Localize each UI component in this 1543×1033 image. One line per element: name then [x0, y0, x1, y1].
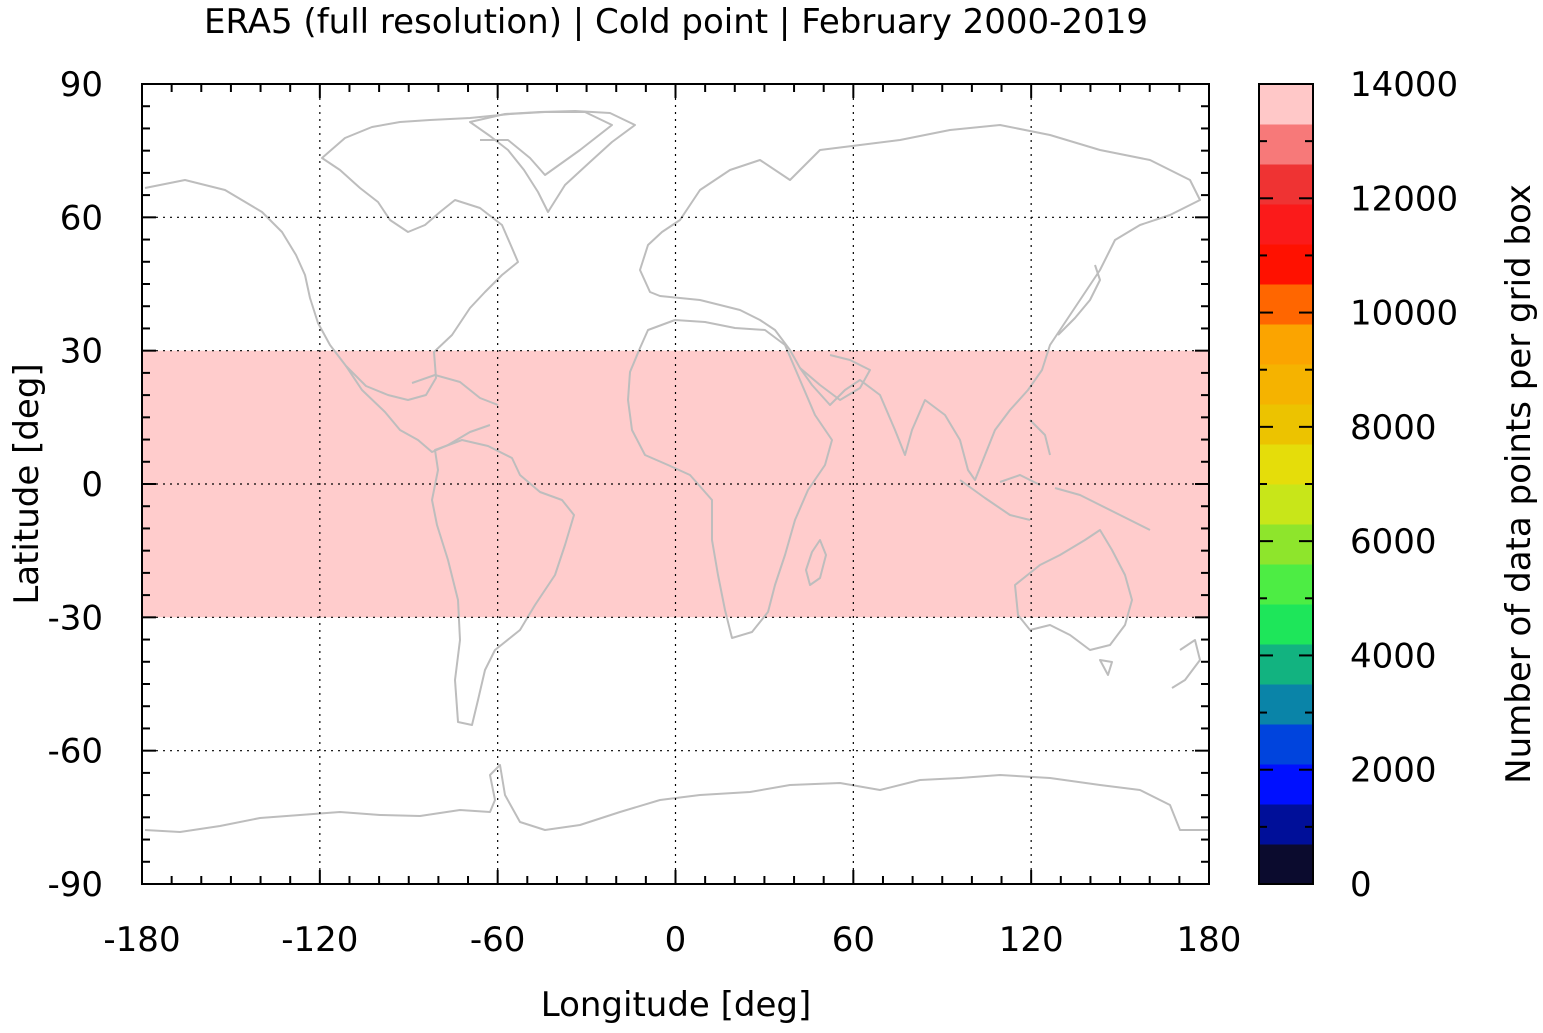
colorbar-segment — [1259, 564, 1313, 605]
colorbar-tick-label: 4000 — [1350, 636, 1437, 676]
colorbar-tick-label: 10000 — [1350, 294, 1458, 334]
colorbar-label: Number of data points per grid box — [1499, 184, 1539, 784]
colorbar-segment — [1259, 124, 1313, 165]
colorbar-segment — [1259, 404, 1313, 445]
colorbar-segment — [1259, 244, 1313, 285]
colorbar-tick-label: 0 — [1350, 865, 1372, 905]
x-tick-label: 60 — [832, 920, 875, 960]
y-tick-label: 30 — [60, 332, 103, 372]
coastline-central-america — [345, 365, 499, 453]
x-axis-label: Longitude [deg] — [541, 985, 812, 1025]
colorbar-segment — [1259, 684, 1313, 725]
coastline-greenland — [469, 110, 636, 213]
colorbar-tick-label: 14000 — [1350, 65, 1458, 105]
coastline-arabia — [799, 354, 871, 401]
map-title: ERA5 (full resolution) | Cold point | Fe… — [204, 2, 1148, 42]
x-tick-label: -180 — [103, 920, 180, 960]
y-tick-label: -90 — [47, 865, 103, 905]
colorbar-tick-label: 2000 — [1350, 751, 1437, 791]
coastline-australia — [1014, 529, 1133, 651]
colorbar-tick-labels: 0 2000 4000 6000 8000 10000 12000 14000 — [1350, 65, 1458, 905]
y-tick-label: -60 — [47, 732, 103, 772]
gridlines — [142, 84, 1209, 884]
x-tick-label: 120 — [999, 920, 1064, 960]
coastline-japan — [1057, 264, 1101, 336]
y-tick-label: 60 — [60, 198, 103, 238]
x-tick-label: -60 — [470, 920, 526, 960]
colorbar-segment — [1259, 324, 1313, 365]
y-tick-label: -30 — [47, 598, 103, 638]
colorbar-segment — [1259, 524, 1313, 565]
colorbar-tick-label: 6000 — [1350, 522, 1437, 562]
coastline-eurasia — [639, 124, 1201, 481]
colorbar — [1258, 83, 1314, 885]
coastline-antarctica — [144, 764, 1208, 833]
coastline-africa — [627, 319, 833, 639]
axis-ticks — [141, 83, 1210, 885]
y-tick-label: 90 — [60, 65, 103, 105]
colorbar-segment — [1259, 844, 1313, 885]
y-tick-labels: 90 60 30 0 -30 -60 -90 — [47, 65, 103, 905]
colorbar-segment — [1259, 444, 1313, 485]
coastlines — [144, 110, 1208, 833]
colorbar-tick-label: 8000 — [1350, 408, 1437, 448]
coastline-new-zealand — [1099, 639, 1201, 689]
y-axis-label: Latitude [deg] — [7, 363, 47, 604]
x-tick-labels: -180 -120 -60 0 60 120 180 — [103, 920, 1241, 960]
plot-frame — [141, 83, 1210, 885]
colorbar-segment — [1259, 484, 1313, 525]
colorbar-segment — [1259, 644, 1313, 685]
x-tick-label: 0 — [665, 920, 687, 960]
x-tick-label: 180 — [1177, 920, 1242, 960]
coastline-south-america — [431, 439, 575, 726]
colorbar-segment — [1259, 364, 1313, 405]
x-tick-label: -120 — [281, 920, 358, 960]
coastline-madagascar — [805, 539, 827, 586]
colorbar-segment — [1259, 804, 1313, 845]
colorbar-tick-label: 12000 — [1350, 179, 1458, 219]
colorbar-segment — [1259, 204, 1313, 245]
colorbar-segment — [1259, 604, 1313, 645]
colorbar-segment — [1259, 84, 1313, 125]
coastline-indonesia — [959, 419, 1151, 531]
y-tick-label: 0 — [81, 465, 103, 505]
colorbar-segment — [1259, 284, 1313, 325]
colorbar-segment — [1259, 724, 1313, 765]
colorbar-segment — [1259, 764, 1313, 805]
